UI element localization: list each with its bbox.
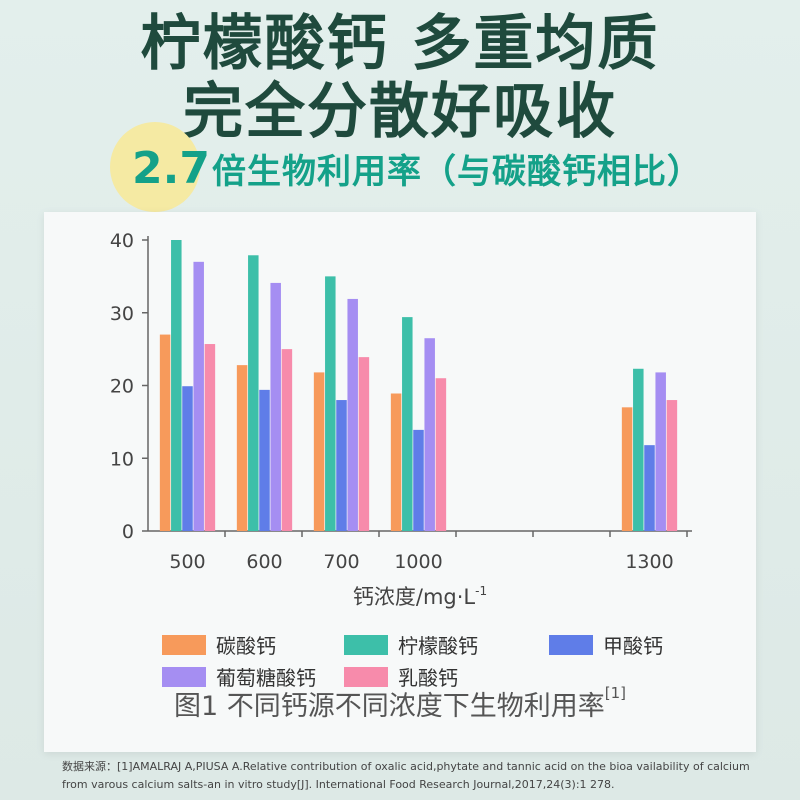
bar-600-3 [270, 282, 281, 531]
bar-500-4 [204, 344, 216, 531]
y-tick-label: 20 [110, 376, 134, 398]
figure-caption-text: 图1 不同钙源不同浓度下生物利用率 [173, 691, 605, 722]
x-tick-label: 700 [323, 551, 359, 573]
highlight-circle [110, 122, 200, 212]
bar-500-0 [159, 334, 171, 531]
legend-label-lactate: 乳酸钙 [398, 666, 458, 690]
legend-swatch-carbonate [162, 634, 206, 655]
legend-label-citrate: 柠檬酸钙 [398, 634, 478, 658]
bar-600-2 [259, 389, 270, 531]
y-tick-label: 10 [110, 448, 134, 470]
bar-1300-2 [644, 445, 655, 531]
x-axis-title: 钙浓度/mg·L-1 [353, 584, 487, 609]
bar-500-2 [182, 386, 193, 531]
bar-1000-3 [424, 338, 435, 531]
subtitle-text: 倍生物利用率（与碳酸钙相比） [212, 152, 702, 192]
bar-600-1 [248, 255, 259, 531]
bar-500-3 [193, 261, 204, 531]
bar-500-1 [171, 240, 182, 531]
chart-card: 0 10 20 30 40 500 600 700 1000 1300 钙浓度/mg·L-1 碳酸钙… [44, 212, 756, 752]
bar-1300-0 [621, 407, 633, 531]
y-tick-label: 30 [110, 303, 134, 325]
bar-1300-4 [666, 400, 678, 531]
y-tick-label: 40 [110, 230, 134, 252]
source-note: 数据来源：[1]AMALRAJ A,PIUSA A.Relative contr… [62, 760, 750, 791]
bar-700-3 [347, 298, 358, 531]
figure-caption: 图1 不同钙源不同浓度下生物利用率[1] [44, 684, 756, 723]
bar-1000-4 [435, 378, 447, 531]
x-axis-title-superscript: -1 [475, 584, 487, 598]
headline-line2: 完全分散好吸收 [183, 77, 617, 147]
bar-700-2 [336, 400, 347, 531]
bar-600-4 [281, 349, 293, 531]
bar-1000-2 [413, 429, 424, 531]
bar-1000-0 [390, 393, 402, 531]
legend-swatch-lactate [344, 666, 388, 687]
bar-700-0 [313, 372, 325, 531]
x-tick-label: 500 [169, 551, 205, 573]
x-tick-label: 1000 [394, 551, 442, 573]
y-tick-label: 0 [122, 521, 134, 543]
subtitle-number: 2.7 [132, 143, 210, 194]
legend-label-gluconate: 葡萄糖酸钙 [216, 666, 316, 690]
bar-600-0 [236, 365, 248, 531]
bar-1000-1 [402, 317, 413, 531]
bar-chart: 0 10 20 30 40 500 600 700 1000 1300 钙浓度/mg·L-1 [110, 230, 692, 609]
legend-item-gluconate: 葡萄糖酸钙 [162, 662, 316, 691]
legend-item-carbonate: 碳酸钙 [162, 630, 276, 659]
headline-line1: 柠檬酸钙 多重均质 [140, 9, 660, 79]
figure-caption-ref: [1] [604, 684, 626, 702]
legend-swatch-gluconate [162, 666, 206, 687]
bar-1300-3 [655, 372, 666, 531]
bar-700-1 [325, 276, 336, 531]
legend-label-carbonate: 碳酸钙 [216, 634, 276, 658]
x-tick-label: 600 [246, 551, 282, 573]
legend-item-lactate: 乳酸钙 [344, 662, 458, 691]
legend-swatch-citrate [344, 634, 388, 655]
legend-swatch-formate [549, 634, 593, 655]
x-tick-label: 1300 [625, 551, 673, 573]
legend-label-formate: 甲酸钙 [603, 634, 663, 658]
legend-item-citrate: 柠檬酸钙 [344, 630, 478, 659]
legend-item-formate: 甲酸钙 [549, 630, 663, 659]
bar-1300-1 [633, 368, 644, 531]
bar-700-4 [358, 357, 370, 531]
